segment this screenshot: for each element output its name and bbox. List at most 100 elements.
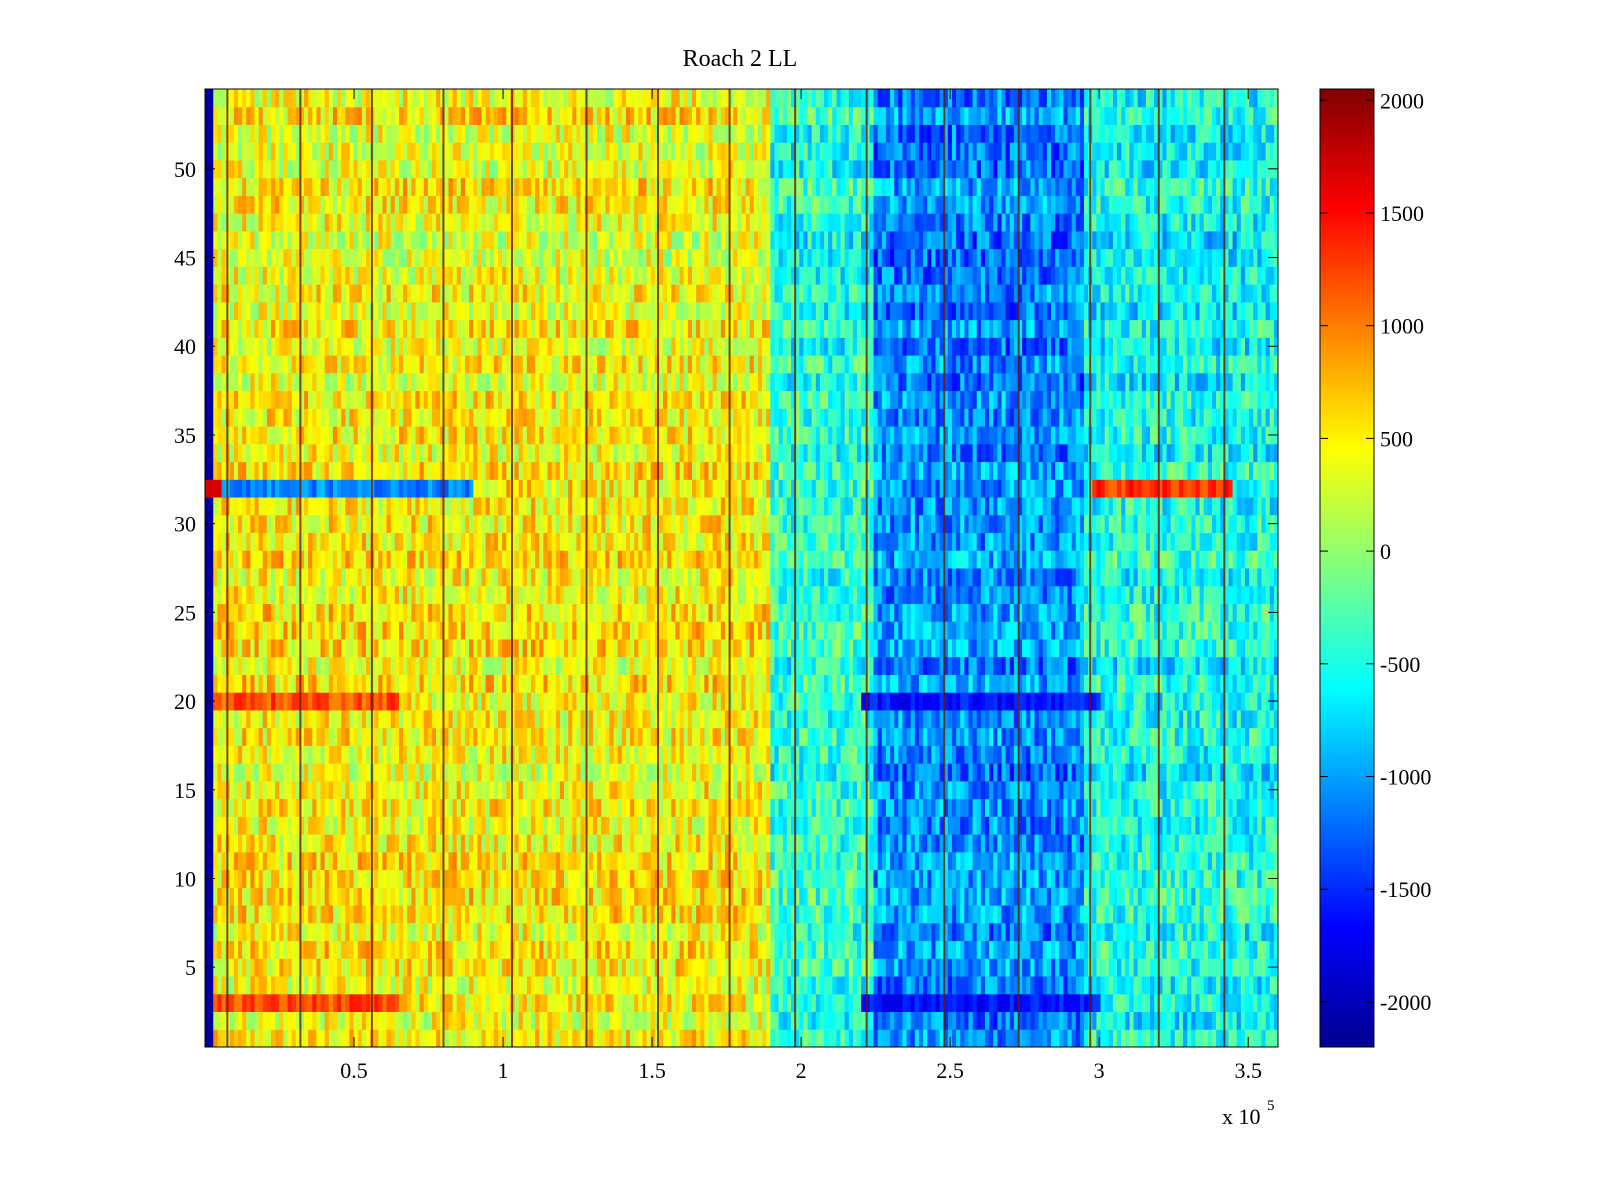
heatmap-cell [1005,851,1011,871]
heatmap-cell [753,1029,759,1048]
heatmap-cell [233,780,239,800]
heatmap-cell [258,816,264,835]
heatmap-cell [209,727,214,746]
heatmap-cell [1191,869,1196,888]
heatmap-cell [279,1029,284,1048]
heatmap-cell [617,869,623,888]
heatmap-cell [588,780,594,800]
heatmap-cell [324,887,330,906]
heatmap-cell [782,1029,788,1048]
heatmap-cell [877,851,883,871]
heatmap-cell [361,887,367,906]
heatmap-cell [1261,976,1267,995]
heatmap-cell [378,816,383,835]
heatmap-cell [242,869,247,888]
heatmap-cell [361,780,367,800]
heatmap-cell [898,887,903,906]
heatmap-cell [646,940,652,959]
heatmap-cell [539,905,544,924]
heatmap-cell [638,958,643,977]
heatmap-cell [1158,1011,1163,1030]
heatmap-cell [638,905,643,924]
heatmap-cell [452,816,458,835]
heatmap-cell [1133,993,1139,1013]
heatmap-cell [819,727,825,746]
heatmap-cell [1187,1029,1192,1048]
heatmap-cell [477,763,483,782]
heatmap-cell [1129,976,1135,995]
heatmap-cell [436,976,441,995]
heatmap-cell [1232,816,1238,835]
heatmap-cell [271,798,276,817]
heatmap-cell [1166,958,1172,977]
heatmap-cell [861,745,866,764]
heatmap-cell [576,976,582,995]
heatmap-cell [989,993,994,1013]
heatmap-cell [514,905,520,924]
heatmap-cell [572,887,577,906]
heatmap-cell [324,692,330,711]
heatmap-cell [997,1011,1002,1030]
heatmap-cell [1042,834,1048,853]
heatmap-cell [1137,727,1143,746]
heatmap-cell [1220,816,1225,835]
heatmap-cell [242,798,247,817]
heatmap-cell [786,993,792,1013]
heatmap-cell [1005,798,1011,817]
heatmap-cell [1253,851,1258,871]
heatmap-cell [650,851,656,871]
heatmap-cell [572,958,577,977]
heatmap-cell [514,816,520,835]
heatmap-cell [1228,816,1234,835]
heatmap-cell [902,905,908,924]
heatmap-cell [630,940,635,959]
heatmap-cell [1125,727,1130,746]
heatmap-cell [1104,816,1110,835]
heatmap-cell [551,905,557,924]
heatmap-cell [1026,1011,1031,1030]
heatmap-cell [1051,958,1056,977]
heatmap-cell [374,816,379,835]
heatmap-cell [675,763,681,782]
heatmap-cell [675,940,681,959]
heatmap-cell [337,727,342,746]
heatmap-cell [956,745,961,764]
heatmap-cell [997,1029,1002,1048]
heatmap-cell [535,745,540,764]
heatmap-cells [205,89,1279,1048]
heatmap-cell [976,922,982,942]
heatmap-cell [1005,905,1011,924]
heatmap-cell [716,958,722,977]
heatmap-cell [1079,798,1085,817]
heatmap-cell [398,993,404,1013]
heatmap-cell [217,905,223,924]
heatmap-cell [1055,798,1060,817]
heatmap-cell [394,816,400,835]
heatmap-cell [436,993,441,1013]
heatmap-cell [646,763,652,782]
heatmap-cell [266,905,272,924]
heatmap-cell [1125,940,1130,959]
heatmap-cell [444,869,449,888]
heatmap-cell [592,1011,598,1030]
heatmap-cell [312,1011,317,1030]
heatmap-cell [1075,1029,1081,1048]
heatmap-cell [733,763,738,782]
heatmap-cell [861,976,866,995]
heatmap-cell [679,851,685,871]
heatmap-cell [972,922,978,942]
heatmap-cell [295,763,301,782]
heatmap-cell [1220,958,1225,977]
heatmap-cell [411,1029,416,1048]
heatmap-cell [1150,745,1155,764]
heatmap-cell [485,993,491,1013]
heatmap-cell [1096,816,1102,835]
heatmap-cell [803,887,809,906]
heatmap-cell [456,745,462,764]
heatmap-cell [1046,851,1052,871]
heatmap-cell [819,1029,825,1048]
heatmap-cell [840,922,846,942]
heatmap-cell [984,798,990,817]
heatmap-cell [741,727,747,746]
heatmap-cell [485,905,491,924]
